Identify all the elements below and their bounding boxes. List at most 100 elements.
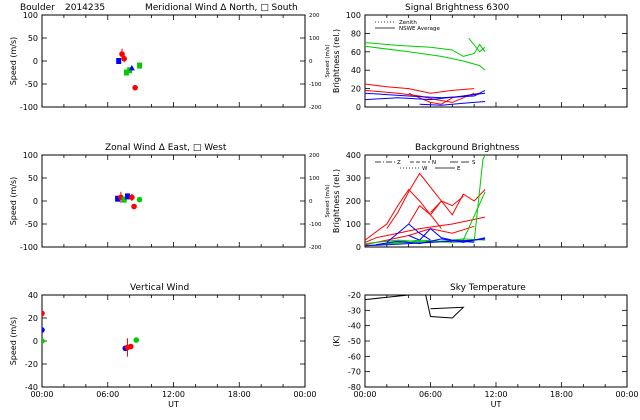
meridional-ylabel: Speed (m/s) [9, 37, 18, 86]
background-ytick-label: 100 [346, 220, 361, 229]
background-series-line [386, 172, 442, 229]
signal-series-line [365, 42, 486, 57]
vertical-point [133, 337, 140, 343]
meridional-point [116, 58, 122, 64]
meridional-ytick-label: -100 [20, 103, 38, 112]
vertical-title: Vertical Wind [130, 283, 189, 293]
signal-ylabel: Brightness (rel.) [332, 29, 341, 93]
vertical-frame [41, 294, 306, 388]
signal-ytick-label: 80 [351, 29, 361, 38]
zonal-point [131, 203, 137, 210]
zonal-y2tick-label: 200 [309, 153, 320, 159]
background-ytick-label: 400 [346, 151, 361, 160]
zonal-ytick-label: 50 [28, 174, 38, 183]
zonal-y2tick-label: -100 [309, 222, 322, 228]
background-series-line [375, 237, 486, 246]
signal-series-line [365, 83, 475, 94]
skytemp-plot-area [365, 295, 465, 319]
meridional-panel: Meridional Wind Δ North, □ South 100 50 0 -5… [9, 3, 331, 112]
zonal-point [136, 196, 143, 203]
meridional-y2tick-label: 0 [309, 59, 313, 65]
meridional-title: Meridional Wind Δ North, □ South [145, 3, 298, 13]
vertical-xtick-label: 00:00 [30, 390, 53, 399]
signal-ytick-label: 100 [346, 11, 361, 20]
vertical-xtick-label: 18:00 [228, 390, 251, 399]
signal-series-line [419, 101, 486, 106]
zonal-point [115, 195, 121, 202]
background-plot-area [365, 155, 486, 247]
meridional-y2label: Speed (m/s) [325, 44, 331, 77]
background-series-line [365, 216, 486, 243]
background-ylabel: Brightness (rel.) [332, 169, 341, 233]
skytemp-series-line [365, 295, 465, 319]
signal-ytick-label: 40 [351, 66, 361, 75]
zonal-panel: Zonal Wind Δ East, □ West100500-50-100Sp… [9, 143, 331, 252]
vertical-point [127, 343, 134, 350]
vertical-xtick-label: 00:00 [293, 390, 316, 399]
zonal-point [129, 194, 135, 201]
vertical-point [42, 338, 45, 344]
meridional-point [128, 64, 135, 71]
zonal-y2tick-label: -200 [309, 245, 322, 251]
zonal-plot-area [115, 191, 143, 210]
signal-series-line [365, 45, 486, 71]
vertical-ytick-label: -40 [25, 383, 38, 392]
background-series-line [365, 188, 442, 241]
zonal-y2tick-label: 0 [309, 199, 313, 205]
meridional-y2tick-label: 100 [309, 36, 320, 42]
skytemp-ytick-label: -40 [348, 322, 361, 331]
skytemp-xtick-label: 00:00 [353, 390, 376, 399]
zonal-y2label: Speed (m/s) [325, 184, 331, 217]
signal-ytick-label: 20 [351, 85, 361, 94]
signal-panel: Signal Brightness 6300 100 80 60 40 20 0 Bright… [332, 3, 628, 112]
vertical-ytick-label: 20 [28, 314, 38, 323]
vertical-ytick-label: -20 [25, 360, 38, 369]
vertical-xtick-label: 12:00 [162, 390, 185, 399]
skytemp-xtick-label: 06:00 [419, 390, 442, 399]
skytemp-xtick-label: 12:00 [484, 390, 507, 399]
background-legend-label: N [432, 160, 436, 166]
skytemp-xtick-label: 18:00 [550, 390, 573, 399]
signal-series-line [365, 89, 486, 99]
skytemp-xlabel: UT [491, 400, 502, 409]
skytemp-ytick-label: -80 [348, 383, 361, 392]
signal-series-line [365, 89, 475, 103]
meridional-point [137, 62, 143, 69]
meridional-plot-area [116, 48, 143, 91]
meridional-frame [41, 14, 306, 108]
zonal-point [121, 196, 127, 203]
vertical-xtick-label: 06:00 [96, 390, 119, 399]
meridional-point [121, 55, 127, 62]
skytemp-frame [364, 294, 628, 388]
zonal-ytick-label: -50 [25, 220, 38, 229]
background-legend-label: E [457, 166, 461, 172]
meridional-point [132, 84, 138, 91]
site-label: Boulder [20, 3, 55, 13]
background-series-line [365, 225, 475, 246]
meridional-ytick-label: -50 [25, 80, 38, 89]
zonal-y2tick-label: 100 [309, 176, 320, 182]
zonal-ytick-label: 0 [33, 197, 38, 206]
signal-legend-label: NSWE Average [399, 26, 440, 32]
background-series-line [408, 227, 475, 243]
skytemp-ytick-label: -50 [348, 337, 361, 346]
signal-series-line [365, 92, 486, 101]
zonal-ylabel: Speed (m/s) [9, 177, 18, 226]
skytemp-panel: Sky Temperature 00:00 06:00 12:00 18:00 00:00… [332, 283, 639, 409]
background-series-line [386, 223, 431, 243]
skytemp-ytick-label: -70 [348, 368, 361, 377]
meridional-y2tick-label: -200 [309, 105, 322, 111]
date-label: 2014235 [65, 3, 105, 13]
background-ytick-label: 300 [346, 174, 361, 183]
background-series-line [375, 191, 486, 246]
background-legend-label: W [422, 166, 428, 172]
signal-plot-area [365, 37, 486, 106]
zonal-ytick-label: 100 [23, 151, 38, 160]
skytemp-title: Sky Temperature [450, 283, 526, 293]
vertical-panel: Vertical Wind 00:00 06:00 12:00 18:00 00:00 UT… [9, 283, 317, 409]
background-series-line [430, 189, 486, 216]
skytemp-xtick-label: 00:00 [615, 390, 638, 399]
background-series-line [408, 196, 464, 225]
signal-title: Signal Brightness 6300 [405, 3, 509, 13]
skytemp-ytick-label: -20 [348, 291, 361, 300]
